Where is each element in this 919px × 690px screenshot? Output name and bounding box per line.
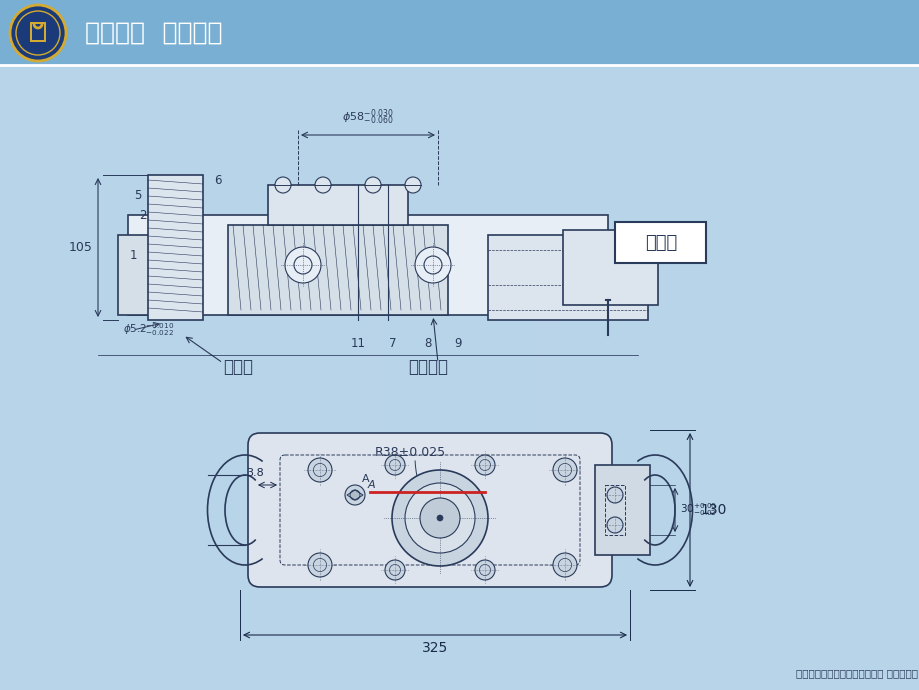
Text: R38±0.025: R38±0.025	[374, 446, 445, 458]
Text: 130: 130	[699, 503, 726, 517]
Bar	[267, 185, 407, 225]
Text: $\phi$5.2$^{-0.010}_{-0.022}$: $\phi$5.2$^{-0.010}_{-0.022}$	[123, 322, 174, 338]
Text: 6: 6	[214, 173, 221, 186]
Text: 第四页，编辑于星期日：十一点 四十三分。: 第四页，编辑于星期日：十一点 四十三分。	[795, 668, 917, 678]
Text: 3.8: 3.8	[246, 468, 264, 478]
Text: 機: 機	[343, 212, 576, 589]
Text: 30$^{+0.00}_{-0.02}$: 30$^{+0.00}_{-0.02}$	[679, 502, 716, 518]
Bar	[487, 235, 647, 320]
Text: 对刀块: 对刀块	[644, 234, 676, 252]
Circle shape	[10, 5, 66, 61]
Text: 2: 2	[139, 208, 147, 221]
Bar	[118, 235, 198, 315]
Text: 105: 105	[69, 241, 93, 254]
Circle shape	[404, 177, 421, 193]
Text: 海纳百川  有容乃大: 海纳百川 有容乃大	[85, 21, 222, 45]
Circle shape	[607, 487, 622, 503]
Circle shape	[349, 490, 359, 500]
Text: A: A	[361, 474, 369, 484]
Circle shape	[345, 485, 365, 505]
Bar	[32, 24, 44, 40]
Text: 菱形销: 菱形销	[222, 358, 253, 376]
Text: 5: 5	[134, 188, 142, 201]
Bar	[605, 485, 624, 535]
Text: 9: 9	[454, 337, 461, 350]
Text: 大圆柱销: 大圆柱销	[407, 358, 448, 376]
Text: 7: 7	[389, 337, 396, 350]
Text: 325: 325	[422, 641, 448, 655]
Text: 11: 11	[350, 337, 365, 350]
Circle shape	[552, 553, 576, 577]
Circle shape	[365, 177, 380, 193]
Text: 1: 1	[129, 248, 137, 262]
Circle shape	[308, 553, 332, 577]
Bar	[228, 225, 448, 315]
FancyBboxPatch shape	[248, 433, 611, 587]
Bar	[128, 215, 607, 315]
Circle shape	[308, 458, 332, 482]
FancyBboxPatch shape	[614, 222, 705, 263]
Text: $\phi$58$^{-0.030}_{-0.060}$: $\phi$58$^{-0.030}_{-0.060}$	[342, 108, 393, 127]
Circle shape	[607, 517, 622, 533]
Bar	[562, 230, 657, 305]
Circle shape	[552, 458, 576, 482]
Circle shape	[391, 470, 487, 566]
Bar	[30, 22, 46, 42]
Circle shape	[414, 247, 450, 283]
Circle shape	[314, 177, 331, 193]
Bar	[148, 175, 203, 320]
Text: 8: 8	[424, 337, 431, 350]
Circle shape	[384, 560, 404, 580]
Circle shape	[275, 177, 290, 193]
Bar	[0, 0, 919, 65]
Circle shape	[437, 515, 443, 521]
Circle shape	[285, 247, 321, 283]
Circle shape	[474, 455, 494, 475]
Text: A: A	[368, 480, 375, 490]
Bar	[595, 465, 650, 555]
Circle shape	[474, 560, 494, 580]
Circle shape	[384, 455, 404, 475]
Circle shape	[420, 498, 460, 538]
Circle shape	[404, 483, 474, 553]
